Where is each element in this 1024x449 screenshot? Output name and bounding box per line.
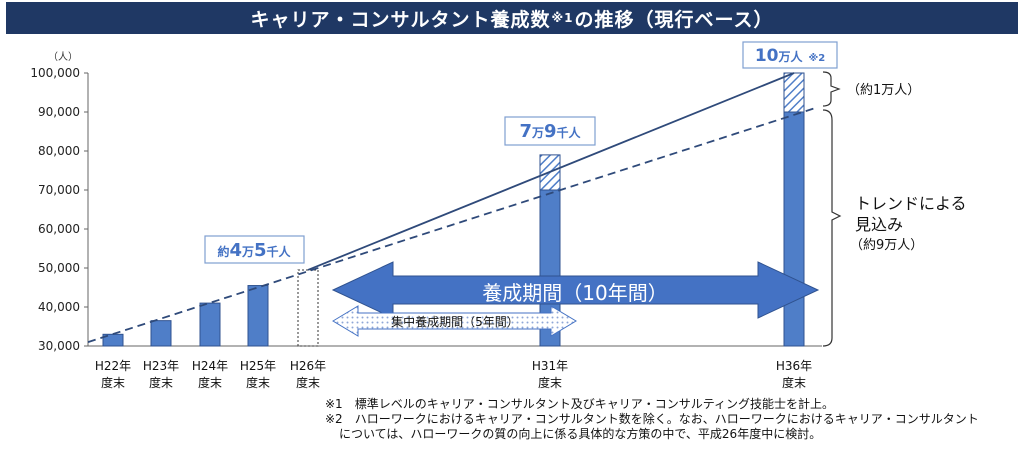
- y-tick-label: 70,000: [38, 183, 80, 197]
- footnote-2: ※2 ハローワークにおけるキャリア・コンサルタント数を除く。なお、ハローワークに…: [325, 412, 979, 426]
- y-unit-label: （人）: [48, 51, 78, 63]
- callout-h36: 10万人 ※2: [742, 41, 838, 69]
- trend-label-line1: トレンドによる: [855, 194, 967, 213]
- callout-h25-about: 約: [217, 244, 229, 259]
- callout-h31: 7万9千人: [504, 116, 596, 146]
- x-tick-label-end: 度末: [198, 375, 222, 390]
- trend-lines: [87, 72, 816, 343]
- y-tick-label: 60,000: [38, 222, 80, 236]
- arrow-training-period: 養成期間（10年間）: [331, 261, 820, 319]
- callout-h36-unit: 万人: [777, 49, 803, 64]
- callout-h31-unit1: 万: [531, 126, 544, 140]
- bars: [102, 72, 805, 347]
- x-tick-label-year: H22年: [95, 359, 131, 373]
- footnotes: ※1 標準レベルのキャリア・コンサルタント及びキャリア・コンサルティング技能士を…: [325, 397, 979, 442]
- y-tick-label: 30,000: [38, 339, 80, 353]
- x-tick-label-end: 度末: [296, 375, 320, 390]
- trend-label-line3: （約9万人）: [850, 238, 923, 253]
- trend-line-dashed: [87, 107, 816, 343]
- callout-h31-num1: 7: [519, 121, 532, 142]
- callout-h25-num1: 4: [229, 240, 242, 261]
- callout-h31-num2: 9: [544, 121, 557, 142]
- bar: [783, 111, 805, 347]
- y-tick-label: 50,000: [38, 261, 80, 275]
- svg-text:約4万5千人: 約4万5千人: [217, 240, 291, 261]
- callout-h31-unit2: 千人: [557, 125, 582, 140]
- bar-estimated: [297, 269, 319, 347]
- y-tick-label: 80,000: [38, 144, 80, 158]
- callout-h25-unit2: 千人: [267, 244, 292, 259]
- x-tick-label-end: 度末: [101, 375, 125, 390]
- bar: [199, 302, 221, 347]
- arrow-training-label: 養成期間（10年間）: [482, 281, 667, 305]
- arrow-intensive-period: 集中養成期間（5年間）: [332, 305, 577, 337]
- y-tick-label: 100,000: [30, 66, 80, 80]
- x-tick-label-year: H26年: [290, 359, 326, 373]
- callout-h36-num: 10: [755, 46, 779, 66]
- callout-h25: 約4万5千人: [204, 235, 305, 264]
- title-footnote-mark: ※1: [551, 11, 574, 25]
- x-tick-label-year: H36年: [776, 359, 812, 373]
- x-tick-label-end: 度末: [782, 375, 806, 390]
- callout-h25-unit1: 万: [241, 245, 254, 259]
- footnote-2-cont: については、ハローワークの質の向上に係る具体的な方策の中で、平成26年度中に検討…: [339, 427, 822, 441]
- bar-upper-hatched: [783, 72, 805, 113]
- y-tick-label: 90,000: [38, 105, 80, 119]
- bracket-top-label: （約1万人）: [847, 83, 920, 98]
- x-tick-label-end: 度末: [246, 375, 270, 390]
- callout-h25-num2: 5: [254, 240, 267, 261]
- bar: [150, 320, 172, 347]
- bracket-trend: トレンドによる 見込み （約9万人）: [822, 109, 967, 347]
- svg-text:10万人※2: 10万人 ※2: [755, 46, 825, 66]
- x-tick-label-end: 度末: [538, 375, 562, 390]
- arrow-intensive-label: 集中養成期間（5年間）: [391, 314, 519, 329]
- x-tick-label-end: 度末: [149, 375, 173, 390]
- x-tick-label-year: H31年: [532, 359, 568, 373]
- title-rest: の推移（現行ベース）: [574, 8, 774, 31]
- title-main: キャリア・コンサルタント養成数: [250, 8, 551, 31]
- trend-line-solid: [307, 72, 795, 271]
- bracket-top: （約1万人）: [822, 71, 920, 107]
- callout-h36-mark: ※2: [809, 52, 826, 64]
- x-tick-label-year: H25年: [240, 359, 276, 373]
- trend-label-line2: 見込み: [855, 215, 903, 234]
- x-tick-label-year: H24年: [192, 359, 228, 373]
- y-tick-label: 40,000: [38, 300, 80, 314]
- bar: [247, 285, 269, 347]
- footnote-1: ※1 標準レベルのキャリア・コンサルタント及びキャリア・コンサルティング技能士を…: [325, 397, 834, 411]
- x-tick-label-year: H23年: [143, 359, 179, 373]
- svg-text:7万9千人: 7万9千人: [519, 121, 581, 142]
- chart-title: キャリア・コンサルタント養成数 ※1 の推移（現行ベース）: [6, 2, 1018, 34]
